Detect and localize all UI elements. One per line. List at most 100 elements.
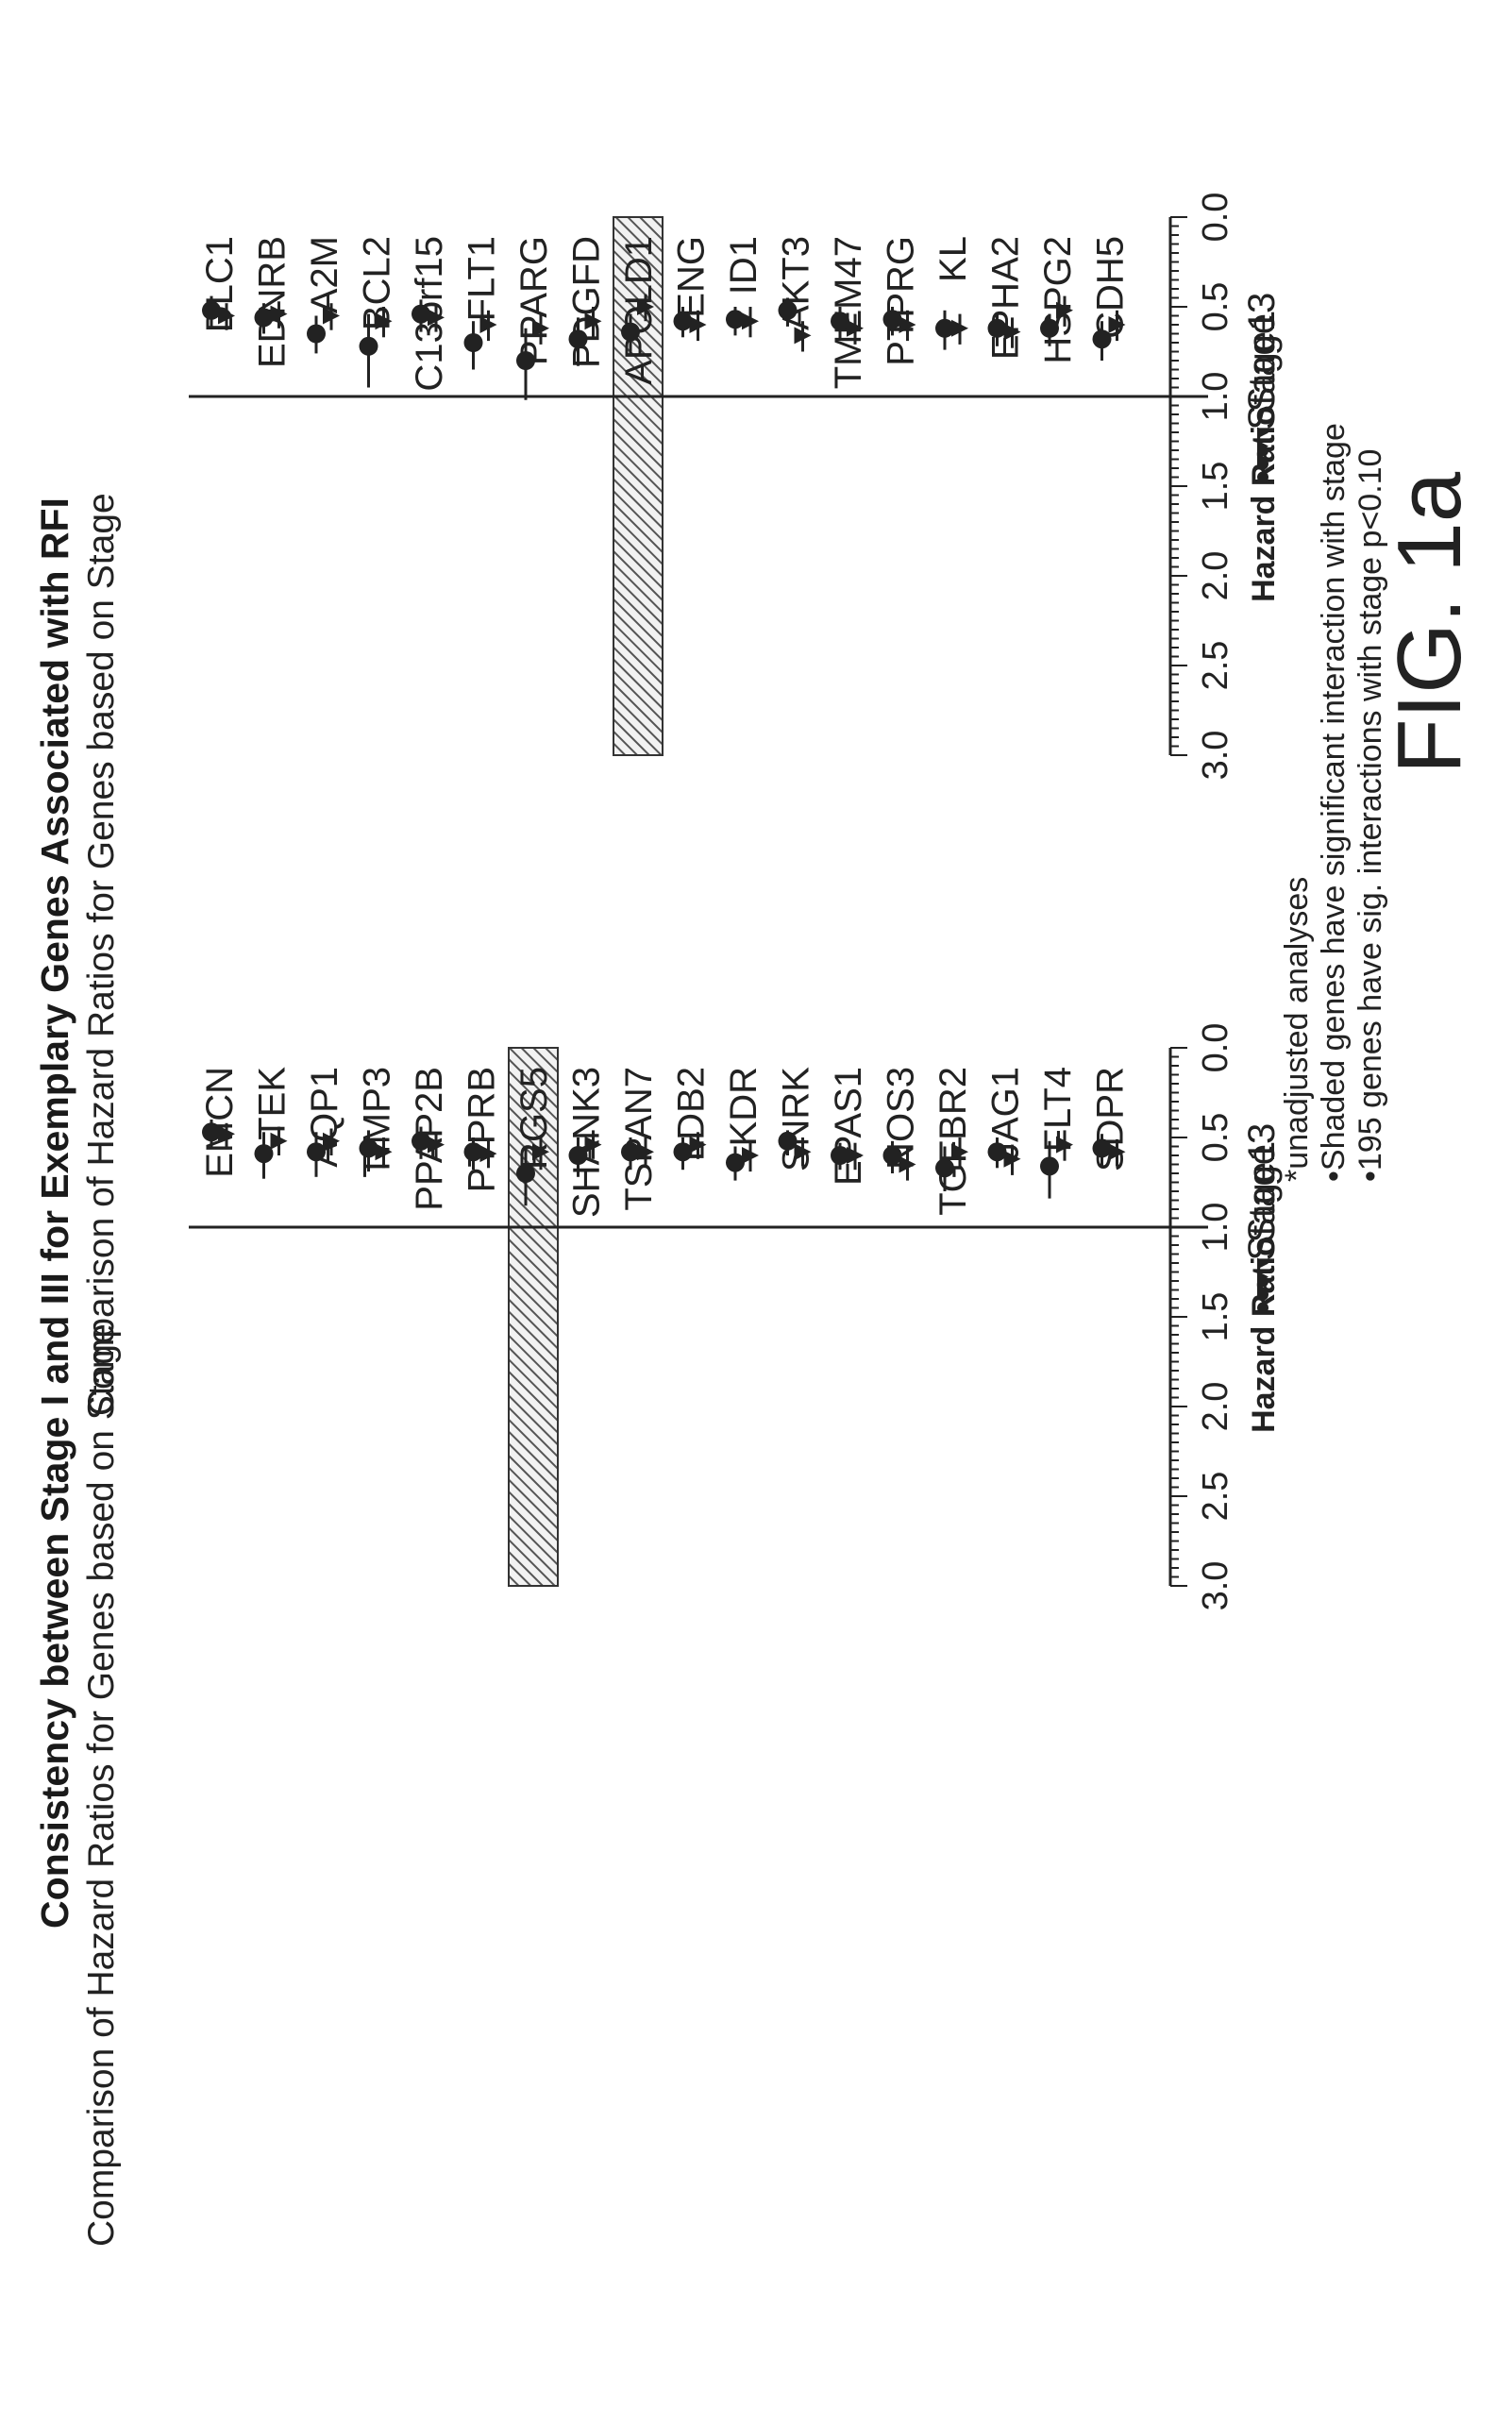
footnote-2: •Shaded genes have significant interacti… xyxy=(1316,423,1352,1182)
footnote-1: *unadjusted analyses xyxy=(1279,876,1315,1182)
x-tick-label: 2.0 xyxy=(1196,551,1235,601)
point-stage3 xyxy=(1108,1143,1126,1161)
x-tick-label: 1.0 xyxy=(1196,372,1235,422)
legend-stage1-label: Stage1 xyxy=(1241,311,1283,430)
point-stage3 xyxy=(270,305,288,323)
point-stage3 xyxy=(1108,316,1126,333)
point-stage1 xyxy=(987,1142,1007,1162)
point-stage1 xyxy=(1040,318,1059,338)
gene-label: PTPRB xyxy=(462,1067,503,1192)
point-stage3 xyxy=(218,1125,235,1143)
point-stage3 xyxy=(951,1143,968,1161)
legend-stage3-marker xyxy=(1257,1257,1268,1270)
point-stage3 xyxy=(1003,1150,1021,1168)
point-stage1 xyxy=(621,1142,640,1162)
gene-label: PTPRG xyxy=(881,236,922,366)
gene-label: HSPG2 xyxy=(1037,236,1079,364)
legend-stage3-marker xyxy=(1257,1284,1268,1296)
gene-label: TGFBR2 xyxy=(932,1067,974,1216)
point-stage3 xyxy=(794,327,812,345)
point-stage1 xyxy=(359,1138,378,1158)
legend-stage3-marker xyxy=(1257,440,1268,452)
point-stage1 xyxy=(673,312,693,331)
point-stage1 xyxy=(307,324,326,344)
point-stage1 xyxy=(202,1122,221,1142)
panel-1: Comparison of Hazard Ratios for Genes ba… xyxy=(81,1023,1283,2247)
point-stage1 xyxy=(987,318,1007,338)
point-stage3 xyxy=(847,319,864,337)
gene-label: TIMP3 xyxy=(357,1067,398,1178)
point-stage1 xyxy=(726,310,745,329)
x-tick-label: 1.5 xyxy=(1196,462,1235,512)
point-stage1 xyxy=(254,308,274,328)
point-stage1 xyxy=(778,1131,798,1151)
x-tick-label: 2.5 xyxy=(1196,1472,1235,1522)
point-stage1 xyxy=(778,300,798,320)
x-tick-label: 0.5 xyxy=(1196,1113,1235,1163)
point-stage3 xyxy=(689,1136,707,1154)
x-tick-label: 0.5 xyxy=(1196,282,1235,332)
gene-label: TEK xyxy=(252,1067,294,1140)
gene-label: PPARG xyxy=(513,236,555,365)
point-stage1 xyxy=(1092,329,1112,349)
point-stage1 xyxy=(882,310,902,329)
point-stage1 xyxy=(1092,1138,1112,1158)
shaded-band xyxy=(508,1047,559,1587)
point-stage1 xyxy=(516,351,535,370)
legend-stage3-label: Stage3 xyxy=(1241,1123,1283,1243)
point-stage3 xyxy=(375,312,393,330)
point-stage1 xyxy=(882,1146,902,1165)
shaded-band xyxy=(613,216,664,756)
point-stage1 xyxy=(831,312,849,331)
gene-label: TSPAN7 xyxy=(618,1067,660,1211)
point-stage1 xyxy=(673,1142,693,1162)
point-stage1 xyxy=(412,1131,430,1151)
point-stage3 xyxy=(532,1143,549,1161)
point-stage1 xyxy=(935,1158,954,1178)
point-stage3 xyxy=(428,1136,445,1154)
point-stage3 xyxy=(847,1147,864,1164)
point-stage3 xyxy=(637,298,654,315)
point-stage3 xyxy=(218,307,235,325)
panel-subtitle: Comparison of Hazard Ratios for Genes ba… xyxy=(81,1323,122,2247)
gene-label: KL xyxy=(932,236,974,282)
point-stage3 xyxy=(899,316,916,333)
x-tick-label: 1.0 xyxy=(1196,1203,1235,1253)
gene-label: ENG xyxy=(671,236,713,318)
point-stage1 xyxy=(307,1142,326,1162)
legend-stage3-marker xyxy=(1257,1271,1268,1283)
figure-label: FIG. 1a xyxy=(1379,471,1480,774)
point-stage3 xyxy=(637,1143,654,1161)
point-stage3 xyxy=(323,1132,340,1150)
point-stage1 xyxy=(568,329,588,349)
x-tick-label: 3.0 xyxy=(1196,731,1235,781)
gene-label: FLT1 xyxy=(462,236,503,321)
point-stage3 xyxy=(479,1145,497,1163)
point-stage3 xyxy=(1056,301,1073,319)
gene-label: EPAS1 xyxy=(828,1067,869,1186)
panel-subtitle: Comparison of Hazard Ratios for Genes ba… xyxy=(81,493,122,1416)
point-stage3 xyxy=(532,319,549,337)
x-axis-title: Hazard Ratio xyxy=(1246,406,1282,602)
point-stage3 xyxy=(584,312,602,330)
legend-stage1-marker xyxy=(1257,471,1268,483)
point-stage3 xyxy=(1003,323,1021,341)
legend-stage1-label: Stage1 xyxy=(1241,1141,1283,1261)
x-axis-title: Hazard Ratio xyxy=(1246,1237,1282,1433)
point-stage3 xyxy=(323,307,340,325)
x-tick-label: 0.0 xyxy=(1196,193,1235,243)
point-stage1 xyxy=(1040,1156,1059,1176)
point-stage3 xyxy=(742,1147,759,1164)
point-stage1 xyxy=(935,318,954,338)
legend-stage3-label: Stage3 xyxy=(1241,293,1283,413)
gene-label: TMEM47 xyxy=(828,236,869,389)
point-stage1 xyxy=(254,1144,274,1164)
point-stage3 xyxy=(270,1132,288,1150)
legend-stage3-marker xyxy=(1257,427,1268,439)
gene-label: EDNRB xyxy=(252,236,294,368)
point-stage3 xyxy=(899,1155,916,1173)
gene-label: PDGFD xyxy=(566,236,608,368)
gene-label: EPHA2 xyxy=(985,236,1027,360)
